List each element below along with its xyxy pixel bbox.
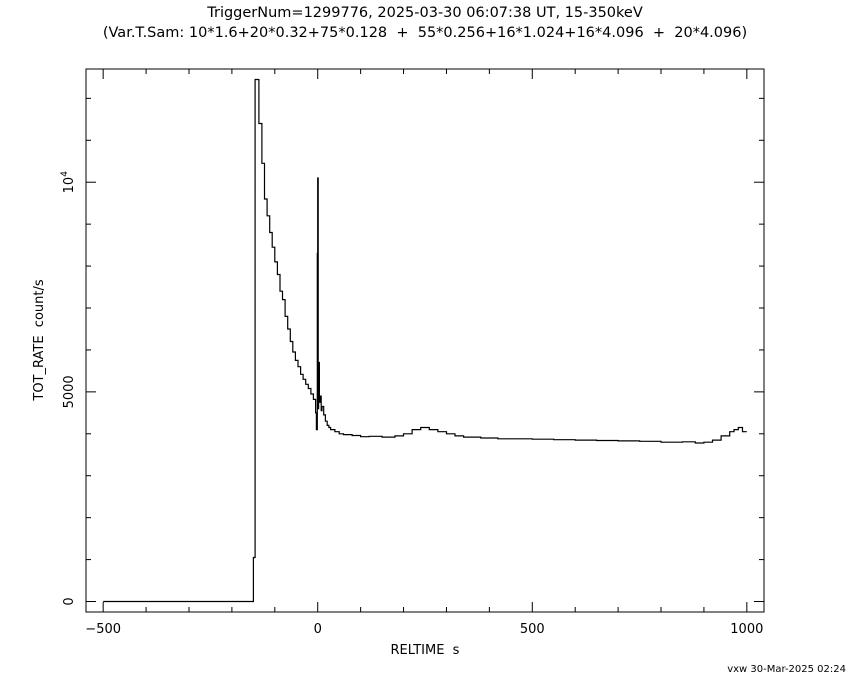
- axis-ticks: [86, 69, 764, 612]
- x-tick-label: 0: [314, 622, 322, 637]
- x-tick-labels: −500 0 500 1000: [85, 622, 763, 637]
- y-tick-labels: 0 5000 104: [60, 171, 77, 606]
- rate-curve: [103, 78, 747, 603]
- chart-title: TriggerNum=1299776, 2025-03-30 06:07:38 …: [206, 5, 643, 21]
- chart-subtitle: (Var.T.Sam: 10*1.6+20*0.32+75*0.128 + 55…: [103, 25, 747, 41]
- plot-footer: vxw 30-Mar-2025 02:24: [727, 664, 846, 675]
- x-tick-label: 1000: [730, 622, 763, 637]
- x-tick-label: −500: [85, 622, 121, 637]
- y-tick-label: 0: [62, 597, 77, 605]
- x-tick-label: 500: [520, 622, 545, 637]
- y-axis-label: TOT_RATE count/s: [32, 279, 47, 401]
- x-axis-label: RELTIME s: [391, 643, 460, 658]
- y-tick-label: 5000: [62, 375, 77, 408]
- plot-frame: [85, 68, 765, 613]
- y-tick-label: 104: [60, 171, 77, 194]
